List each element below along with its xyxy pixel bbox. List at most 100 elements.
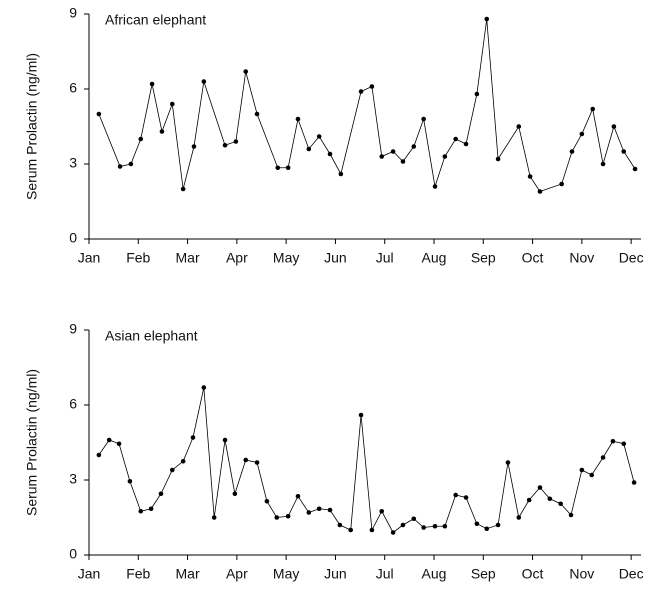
data-point bbox=[180, 458, 186, 464]
data-point bbox=[169, 467, 175, 473]
x-tick-label: May bbox=[273, 566, 299, 582]
data-point bbox=[127, 478, 133, 484]
data-point bbox=[537, 189, 543, 194]
data-point bbox=[421, 525, 426, 530]
data-point bbox=[243, 457, 249, 463]
data-point bbox=[442, 523, 448, 529]
y-tick-label: 6 bbox=[69, 80, 77, 96]
x-tick-label: Jul bbox=[376, 566, 394, 582]
x-tick-label: Apr bbox=[226, 566, 248, 582]
data-point bbox=[527, 174, 533, 179]
data-point bbox=[369, 84, 375, 89]
data-point bbox=[610, 438, 616, 444]
data-point bbox=[474, 521, 480, 527]
data-point bbox=[379, 508, 385, 514]
data-point bbox=[559, 181, 564, 187]
x-tick-label: Feb bbox=[126, 250, 150, 266]
data-point bbox=[453, 136, 458, 142]
data-point bbox=[106, 437, 112, 443]
y-tick-label: 9 bbox=[69, 321, 77, 337]
data-point bbox=[327, 151, 333, 157]
x-tick-label: Dec bbox=[619, 250, 644, 266]
data-point bbox=[632, 166, 638, 172]
data-point bbox=[516, 124, 522, 129]
data-point bbox=[579, 131, 585, 137]
data-point bbox=[432, 184, 438, 189]
x-tick-label: Mar bbox=[176, 250, 200, 266]
data-point bbox=[275, 165, 281, 171]
data-point bbox=[558, 501, 563, 507]
data-point bbox=[463, 495, 469, 500]
x-tick-label: Feb bbox=[126, 566, 150, 582]
data-point bbox=[432, 523, 438, 529]
data-point bbox=[569, 149, 575, 154]
x-tick-label: Nov bbox=[569, 250, 594, 266]
panel-title: African elephant bbox=[105, 12, 206, 28]
data-point bbox=[243, 69, 249, 74]
data-point bbox=[611, 124, 617, 129]
data-point bbox=[180, 186, 186, 192]
data-point bbox=[96, 111, 102, 117]
data-point bbox=[495, 156, 501, 162]
data-point bbox=[400, 159, 406, 164]
data-point bbox=[201, 79, 207, 84]
data-point bbox=[600, 161, 606, 167]
axis-label: Serum Prolactin (ng/ml) bbox=[24, 369, 40, 516]
x-tick-label: Jan bbox=[78, 566, 101, 582]
data-point bbox=[117, 164, 123, 169]
data-point bbox=[474, 91, 480, 97]
data-point bbox=[463, 141, 469, 147]
data-point bbox=[484, 16, 490, 22]
data-point bbox=[348, 527, 354, 533]
data-point bbox=[158, 491, 164, 497]
data-point bbox=[516, 515, 522, 520]
data-point bbox=[453, 492, 458, 498]
data-point bbox=[547, 496, 553, 502]
data-point bbox=[306, 146, 312, 152]
data-point bbox=[316, 134, 322, 139]
data-point bbox=[159, 129, 165, 134]
data-point bbox=[411, 516, 417, 522]
x-tick-label: Sep bbox=[471, 566, 496, 582]
data-point bbox=[191, 144, 197, 149]
y-tick-label: 0 bbox=[69, 230, 77, 246]
y-tick-label: 6 bbox=[69, 396, 77, 412]
data-point bbox=[338, 171, 344, 177]
data-point bbox=[285, 165, 291, 171]
data-point bbox=[148, 506, 154, 512]
data-point bbox=[274, 515, 280, 520]
data-point bbox=[379, 154, 385, 159]
data-point bbox=[149, 81, 155, 87]
data-point bbox=[421, 116, 426, 122]
x-tick-label: Dec bbox=[619, 566, 644, 582]
y-tick-label: 9 bbox=[69, 5, 77, 21]
y-tick-label: 3 bbox=[69, 471, 77, 487]
x-tick-label: Oct bbox=[522, 566, 544, 582]
data-point bbox=[295, 116, 301, 122]
data-point bbox=[621, 441, 627, 447]
data-point bbox=[138, 136, 144, 142]
data-point bbox=[526, 497, 532, 503]
x-tick-label: Nov bbox=[569, 566, 594, 582]
data-point bbox=[254, 460, 260, 465]
x-tick-label: Aug bbox=[422, 566, 447, 582]
data-point bbox=[254, 111, 260, 117]
x-tick-label: Aug bbox=[422, 250, 447, 266]
data-point bbox=[116, 441, 122, 447]
data-point bbox=[128, 161, 134, 167]
x-tick-label: May bbox=[273, 250, 299, 266]
data-point bbox=[233, 139, 239, 144]
data-point bbox=[295, 493, 301, 499]
data-point bbox=[264, 498, 270, 504]
panel-title: Asian elephant bbox=[105, 328, 198, 344]
data-point bbox=[222, 142, 228, 148]
x-tick-label: Apr bbox=[226, 250, 248, 266]
data-point bbox=[484, 526, 490, 532]
data-point bbox=[190, 435, 196, 440]
data-point bbox=[568, 512, 574, 518]
x-tick-label: Jun bbox=[324, 566, 347, 582]
data-point bbox=[358, 89, 364, 94]
data-point bbox=[600, 455, 606, 460]
data-point bbox=[285, 513, 291, 519]
